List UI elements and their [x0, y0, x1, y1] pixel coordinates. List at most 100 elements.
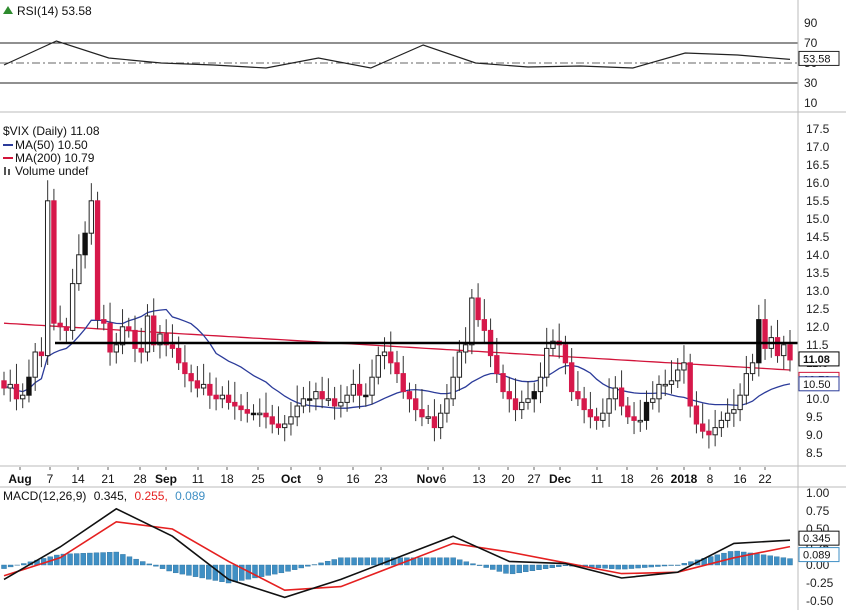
histogram-bar — [628, 564, 635, 569]
histogram-bar — [397, 557, 404, 566]
rsi-line — [3, 40, 791, 69]
candle-body — [319, 391, 325, 400]
price-y-tick: 16.0 — [806, 176, 830, 190]
candle-body — [475, 297, 481, 321]
histogram-bar — [146, 563, 153, 566]
histogram-bar — [549, 564, 555, 568]
candle-body — [144, 315, 151, 353]
histogram-bar — [298, 564, 304, 569]
candle-body — [76, 254, 82, 285]
candle-body — [263, 412, 269, 418]
x-tick-label: Oct — [281, 472, 301, 486]
candle-body — [250, 412, 257, 416]
histogram-bar — [516, 564, 522, 574]
rsi-up-triangle-icon — [3, 6, 13, 14]
candle-body — [662, 383, 668, 387]
candle-body — [456, 351, 463, 378]
macd-tag-text: 0.345 — [803, 533, 831, 545]
close-tag: 11.08 — [798, 351, 840, 367]
histogram-bar — [371, 557, 377, 566]
candle-body — [656, 383, 662, 400]
candle-body — [188, 373, 194, 382]
histogram-bar — [437, 557, 443, 566]
candle-body — [151, 315, 157, 346]
candle-body — [462, 344, 469, 353]
macd-title-signal: 0.255, — [134, 489, 167, 503]
histogram-bar — [714, 554, 721, 566]
histogram-bar — [278, 564, 285, 574]
candle-body — [113, 344, 119, 353]
x-axis: Aug 7 14 21 28 Sep 11 18 25 Oct 9 16 23 Nov 6 13 20 27 Dec… — [8, 467, 772, 486]
candle-body — [207, 383, 213, 396]
histogram-bar — [450, 557, 456, 566]
histogram-bar — [556, 564, 562, 567]
price-y-tick: 14.5 — [806, 230, 830, 244]
price-y-tick: 17.0 — [806, 140, 830, 154]
candle-body — [182, 362, 188, 375]
candle-body — [200, 383, 207, 389]
histogram-bar — [159, 564, 166, 569]
histogram-bar — [239, 564, 245, 581]
candle-body — [681, 362, 687, 371]
candle-body — [20, 394, 26, 400]
signal-line — [3, 520, 791, 592]
macd-lines — [3, 507, 791, 599]
histogram-bar — [291, 564, 298, 570]
candle-body — [194, 380, 201, 389]
candle-body — [344, 394, 350, 403]
macd-y-tick: -0.50 — [806, 594, 834, 608]
macd-y-tick: 0.75 — [806, 504, 830, 518]
candle-body — [419, 409, 425, 418]
candle-body — [431, 416, 438, 429]
candle-body — [213, 394, 219, 400]
ma50-tag: 10.50 — [798, 376, 840, 392]
candle-body — [63, 326, 70, 331]
histogram-bar — [344, 557, 351, 566]
candle-body — [506, 391, 512, 400]
x-tick-label: 11 — [192, 472, 205, 486]
histogram-bar — [542, 564, 549, 569]
histogram-bar — [641, 564, 648, 568]
price-y-tick: 9.5 — [806, 410, 823, 424]
candle-body — [575, 391, 581, 400]
rsi-panel: RSI(14) 53.58 — [0, 0, 798, 104]
candle-body — [637, 419, 643, 423]
histogram-bar — [140, 561, 146, 566]
hist-tag-text: 0.089 — [803, 550, 831, 562]
x-tick-label: 11 — [591, 472, 604, 486]
histogram-bar — [106, 552, 113, 566]
candlesticks — [1, 180, 793, 449]
candle-body — [718, 419, 725, 429]
candle-body — [544, 347, 550, 378]
histogram-bar — [417, 557, 423, 566]
close-tag-box — [798, 351, 840, 367]
histogram-bar — [73, 553, 80, 566]
candle-body — [294, 405, 300, 418]
macd-panel: MACD(12,26,9) 0.345, 0.255, 0.089 — [1, 489, 793, 599]
histogram-bar — [120, 554, 126, 566]
price-y-tick: 13.5 — [806, 266, 830, 280]
candle-body — [375, 355, 381, 378]
candle-body — [138, 347, 144, 353]
histogram-bar — [602, 564, 608, 569]
histogram-bar — [87, 552, 93, 566]
candle-body — [7, 383, 13, 389]
histogram-bar — [424, 557, 430, 566]
candle-body — [219, 394, 226, 400]
candle-body — [743, 373, 750, 396]
histogram-bar — [206, 564, 212, 580]
histogram-bar — [443, 557, 450, 566]
x-tick-label: 28 — [133, 472, 147, 486]
ma50-tag-box — [798, 376, 840, 392]
candle-body — [500, 373, 506, 393]
histogram-bar — [126, 556, 133, 566]
candle-body — [737, 394, 743, 411]
candle-body — [82, 232, 88, 256]
histogram-bar — [509, 564, 516, 575]
candle-body — [331, 398, 338, 407]
candle-body — [731, 409, 737, 414]
candle-body — [762, 319, 768, 349]
